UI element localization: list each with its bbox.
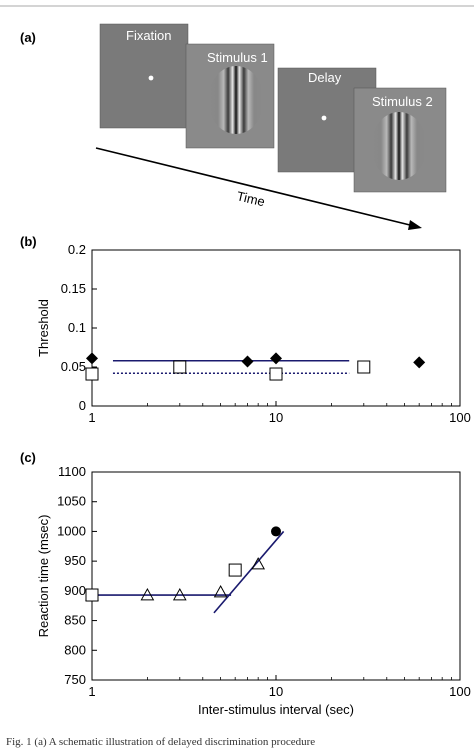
screen-title-stimulus-2: Stimulus 2	[372, 94, 433, 109]
reaction-time-chart: 750 800 850 900 950 1000 1050 1100 1 10 100 Reactio…	[36, 464, 471, 717]
y-tick-label: 1050	[57, 494, 86, 509]
y-axis-title: Threshold	[36, 299, 51, 357]
screen-title-stimulus-1: Stimulus 1	[207, 50, 268, 65]
gabor-patch-2	[371, 112, 427, 180]
y-tick-label: 0.2	[68, 242, 86, 257]
y-axis-title: Reaction time (msec)	[36, 515, 51, 638]
data-point-diamond	[270, 352, 282, 365]
data-point-square	[269, 367, 283, 381]
data-point-square	[85, 588, 99, 602]
threshold-chart: 0 0.05 0.1 0.15 0.2 1 10 100 Threshold	[36, 242, 471, 425]
plot-frame	[91, 471, 461, 681]
panel-c-label: (c)	[20, 450, 36, 465]
time-arrow: Time	[95, 147, 422, 230]
y-tick-label: 0.1	[68, 320, 86, 335]
screen-title-fixation: Fixation	[126, 28, 172, 43]
panel-a-label: (a)	[20, 30, 36, 45]
panel-b-label: (b)	[20, 234, 37, 249]
y-tick-label: 1000	[57, 523, 86, 538]
y-tick-label: 1100	[58, 464, 86, 479]
data-point-circle	[271, 526, 281, 537]
plot-frame	[91, 249, 461, 407]
y-tick-label: 900	[64, 583, 86, 598]
y-tick-label: 0.15	[61, 281, 86, 296]
stimulus-2-screen: Stimulus 2	[353, 87, 447, 193]
data-point-triangle	[140, 587, 155, 601]
data-point-square	[173, 360, 187, 374]
x-tick-label: 100	[449, 684, 471, 699]
x-tick-label: 10	[269, 410, 283, 425]
x-tick-label: 1	[88, 410, 95, 425]
y-tick-label: 950	[64, 553, 86, 568]
figure-caption: Fig. 1 (a) A schematic illustration of d…	[6, 736, 315, 748]
data-point-square	[85, 367, 99, 381]
data-point-diamond	[86, 352, 98, 365]
fixation-screen: Fixation	[99, 23, 189, 129]
y-tick-label: 850	[64, 613, 86, 628]
time-label: Time	[235, 188, 266, 209]
screen-title-delay: Delay	[308, 70, 342, 85]
y-tick-label: 0.05	[61, 359, 86, 374]
x-tick-label: 10	[269, 684, 283, 699]
data-point-square	[357, 360, 371, 374]
x-axis-title: Inter-stimulus interval (sec)	[198, 702, 354, 717]
y-tick-label: 800	[64, 642, 86, 657]
x-tick-label: 100	[449, 410, 471, 425]
y-tick-label: 750	[64, 672, 86, 687]
stimulus-1-screen: Stimulus 1	[185, 43, 275, 149]
data-point-triangle	[213, 585, 228, 598]
fit-line	[213, 530, 285, 614]
x-tick-label: 1	[88, 684, 95, 699]
gabor-patch-1	[208, 66, 264, 134]
data-point-square	[228, 563, 242, 577]
delay-dot	[321, 115, 327, 121]
data-point-triangle	[251, 557, 266, 570]
data-point-triangle	[172, 587, 187, 601]
data-point-diamond	[413, 356, 426, 369]
fixation-dot	[148, 75, 154, 81]
data-point-diamond	[241, 355, 254, 368]
y-tick-label: 0	[79, 398, 86, 413]
